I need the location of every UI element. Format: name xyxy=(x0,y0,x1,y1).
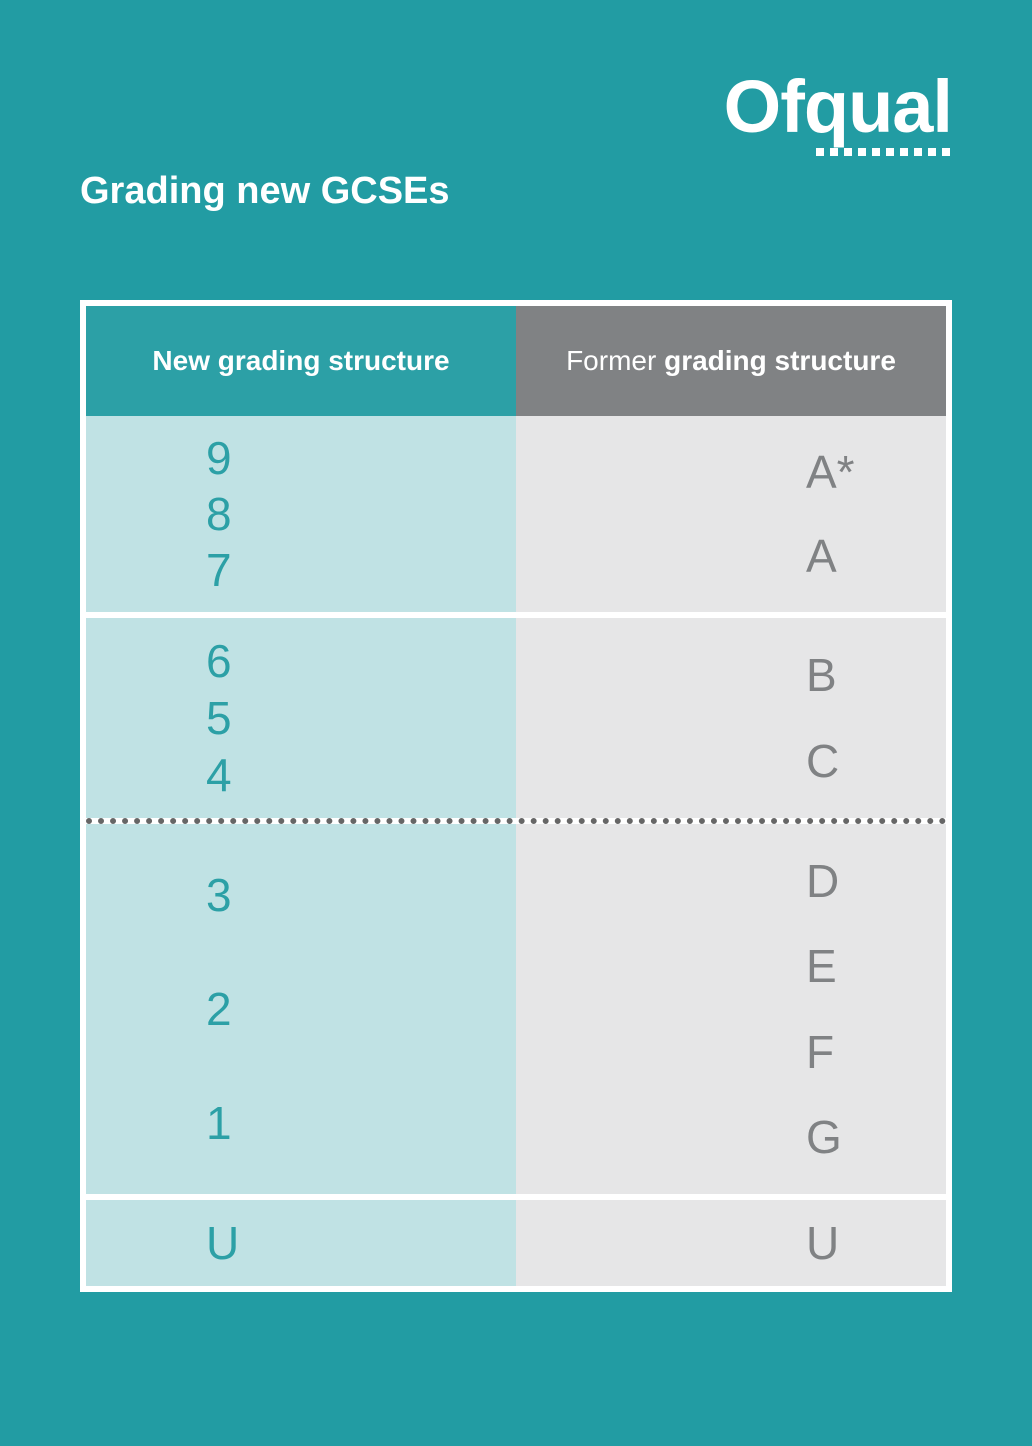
header-former-bold: grading structure xyxy=(664,345,896,377)
band-upper-mid: 6 5 4 B C xyxy=(86,618,946,818)
band-u-former: U xyxy=(516,1200,946,1286)
band-upper-mid-former: B C xyxy=(516,618,946,818)
grade-former: E xyxy=(516,939,946,993)
grade-new: 5 xyxy=(86,691,516,745)
brand-name: Ofqual xyxy=(724,70,952,144)
grade-new: 9 xyxy=(86,431,516,485)
band-top: 9 8 7 A* A xyxy=(86,416,946,612)
band-top-former: A* A xyxy=(516,416,946,612)
grade-new: 6 xyxy=(86,634,516,688)
band-lower: 3 2 1 D E F G xyxy=(86,824,946,1194)
grade-former: A* xyxy=(516,445,946,499)
header-former-light: Former xyxy=(566,345,656,377)
grade-new: U xyxy=(86,1216,516,1270)
grade-former: B xyxy=(516,648,946,702)
grade-new: 7 xyxy=(86,543,516,597)
brand-logo: Ofqual xyxy=(724,70,952,156)
header-new-structure: New grading structure xyxy=(86,306,516,416)
header-former-structure: Former grading structure xyxy=(516,306,946,416)
band-lower-former: D E F G xyxy=(516,824,946,1194)
page-title: Grading new GCSEs xyxy=(80,170,450,213)
grade-former: A xyxy=(516,529,946,583)
band-upper-mid-new: 6 5 4 xyxy=(86,618,516,818)
grade-former: G xyxy=(516,1110,946,1164)
band-lower-new: 3 2 1 xyxy=(86,824,516,1194)
grade-new: 3 xyxy=(86,868,516,922)
brand-dots xyxy=(724,148,952,156)
grade-new: 1 xyxy=(86,1096,516,1150)
band-u-new: U xyxy=(86,1200,516,1286)
grade-former: U xyxy=(516,1216,946,1270)
band-unclassified: U U xyxy=(86,1200,946,1286)
band-top-new: 9 8 7 xyxy=(86,416,516,612)
grade-new: 8 xyxy=(86,487,516,541)
grade-former: C xyxy=(516,734,946,788)
grade-new: 4 xyxy=(86,748,516,802)
grade-new: 2 xyxy=(86,982,516,1036)
grading-table: New grading structure Former grading str… xyxy=(80,300,952,1292)
grade-former: F xyxy=(516,1025,946,1079)
grade-former: D xyxy=(516,854,946,908)
table-header-row: New grading structure Former grading str… xyxy=(86,306,946,416)
